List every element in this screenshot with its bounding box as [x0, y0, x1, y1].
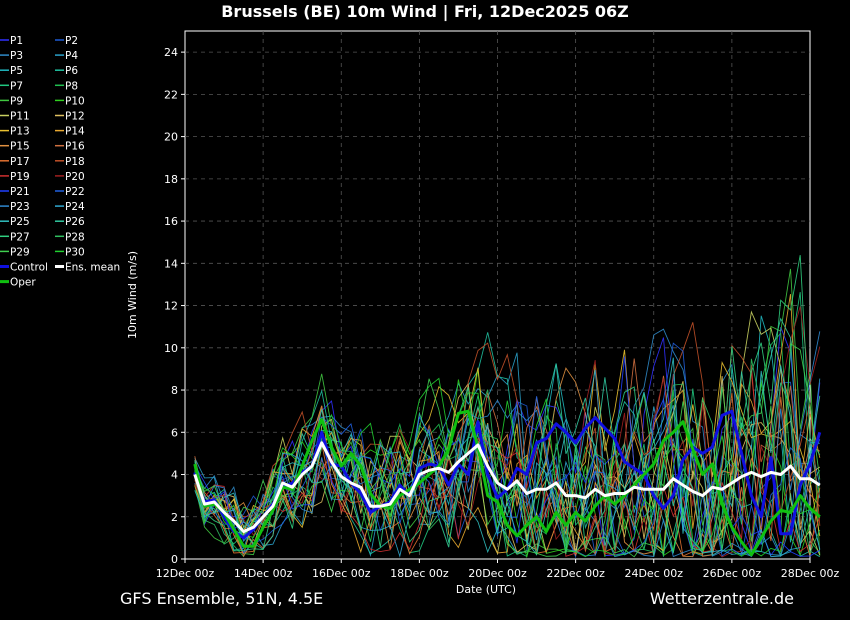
y-axis-label: 10m Wind (m/s): [126, 251, 139, 339]
legend-label: P26: [65, 216, 85, 228]
series-line-oper: [193, 409, 821, 557]
legend-label: P3: [10, 50, 23, 62]
member-line-p14: [194, 294, 821, 555]
legend-label: P25: [10, 216, 30, 228]
member-line-p9: [194, 268, 821, 556]
legend-label: P24: [65, 201, 85, 213]
y-tick-label: 22: [164, 88, 178, 101]
y-tick-label: 8: [171, 384, 178, 397]
legend-label: P5: [10, 65, 23, 77]
legend-label: P2: [65, 35, 78, 47]
chart-title: Brussels (BE) 10m Wind | Fri, 12Dec2025 …: [221, 2, 629, 21]
x-tick-label: 22Dec 00z: [546, 567, 605, 580]
member-line-p30: [194, 377, 821, 558]
legend-label: P15: [10, 141, 30, 153]
legend-label: P11: [10, 111, 30, 123]
legend-label: P28: [65, 231, 85, 243]
member-line-p27: [194, 255, 821, 556]
legend-label: P10: [65, 95, 85, 107]
y-tick-label: 10: [164, 342, 178, 355]
y-tick-label: 16: [164, 215, 178, 228]
legend-label: P7: [10, 80, 23, 92]
x-tick-label: 26Dec 00z: [703, 567, 762, 580]
x-tick-label: 28Dec 00z: [781, 567, 840, 580]
y-tick-label: 18: [164, 173, 178, 186]
legend-label: P14: [65, 126, 85, 138]
x-tick-label: 18Dec 00z: [390, 567, 449, 580]
x-tick-label: 20Dec 00z: [468, 567, 527, 580]
legend-label: P13: [10, 126, 30, 138]
legend-label: P1: [10, 35, 23, 47]
y-tick-label: 24: [164, 46, 178, 59]
legend-label: P23: [10, 201, 30, 213]
legend-label: P20: [65, 171, 85, 183]
legend-label: P9: [10, 95, 23, 107]
legend-label: P29: [10, 246, 30, 258]
y-tick-label: 4: [171, 469, 178, 482]
legend-label: P19: [10, 171, 30, 183]
y-tick-label: 0: [171, 553, 178, 566]
legend-label: P21: [10, 186, 30, 198]
legend-label: P6: [65, 65, 78, 77]
y-tick-label: 6: [171, 426, 178, 439]
legend-label: P16: [65, 141, 85, 153]
legend: P1 P2 P3 P4 P5 P6 P7 P8 P9 P10 P11 P12 P13 P14 P15 P16 P…: [0, 35, 120, 289]
legend-label: P27: [10, 231, 30, 243]
x-tick-label: 16Dec 00z: [312, 567, 371, 580]
legend-label: P12: [65, 111, 85, 123]
x-tick-label: 14Dec 00z: [234, 567, 293, 580]
member-line-p16: [194, 358, 821, 558]
x-tick-label: 12Dec 00z: [156, 567, 215, 580]
member-line-p24: [194, 369, 820, 558]
model-caption: GFS Ensemble, 51N, 4.5E: [120, 589, 324, 608]
legend-label: P4: [65, 50, 78, 62]
y-tick-label: 14: [164, 257, 178, 270]
y-tick-label: 2: [171, 511, 178, 524]
member-line-p26: [194, 317, 821, 557]
member-line-p25: [194, 357, 821, 557]
member-line-p29: [194, 343, 821, 558]
legend-label: P8: [65, 80, 78, 92]
legend-label: Ens. mean: [65, 262, 120, 274]
y-tick-label: 20: [164, 131, 178, 144]
member-line-p23: [194, 331, 821, 558]
legend-label: P17: [10, 156, 30, 168]
legend-label: P18: [65, 156, 85, 168]
member-line-p13: [194, 349, 821, 552]
legend-label: Control: [10, 262, 48, 274]
series-line-ens-mean: [193, 441, 821, 533]
site-credit: Wetterzentrale.de: [649, 589, 794, 608]
legend-label: P30: [65, 246, 85, 258]
y-tick-label: 12: [164, 300, 178, 313]
legend-label: P22: [65, 186, 85, 198]
legend-label: Oper: [10, 277, 36, 289]
x-axis-label: Date (UTC): [456, 583, 516, 596]
x-tick-label: 24Dec 00z: [624, 567, 683, 580]
